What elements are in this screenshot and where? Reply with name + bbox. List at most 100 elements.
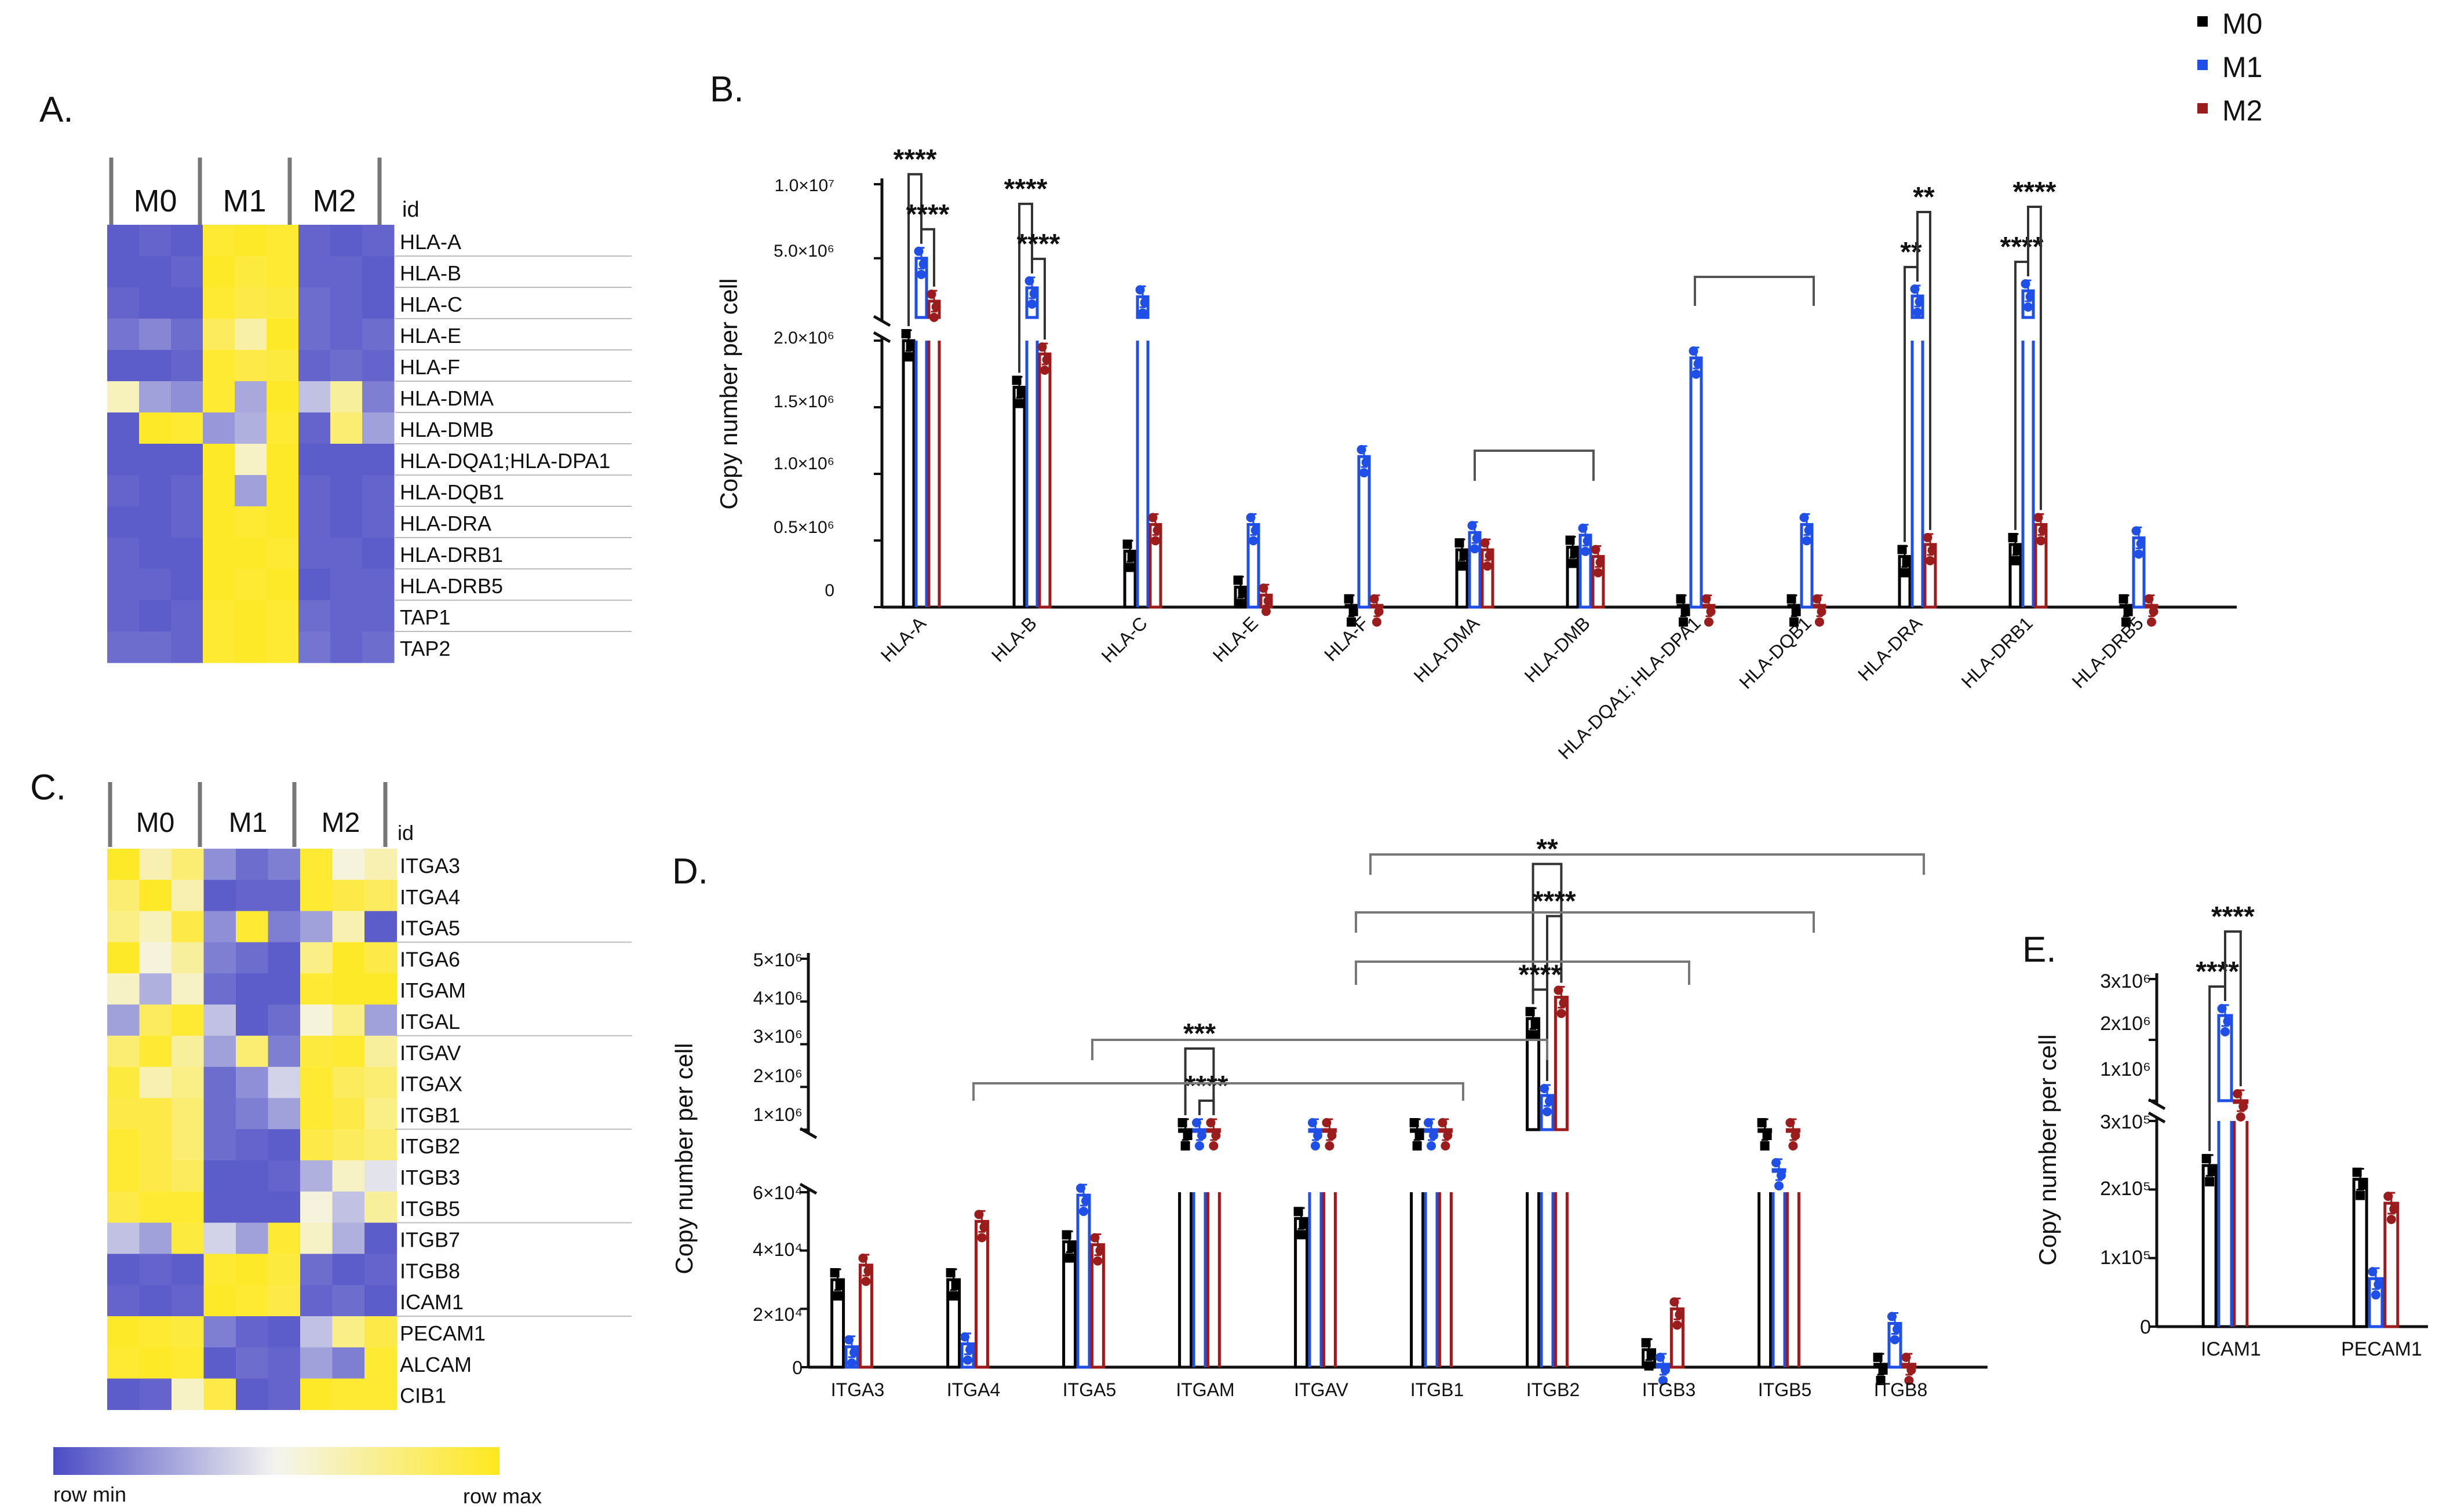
data-point — [1556, 1009, 1566, 1018]
bar — [2352, 1178, 2368, 1328]
x-tick-label: ITGB5 — [1758, 1379, 1811, 1400]
heatmap-cell — [171, 256, 203, 288]
heatmap-cell — [267, 256, 299, 288]
data-point — [2036, 536, 2045, 546]
heatmap-cell — [139, 350, 172, 382]
data-point — [1347, 617, 1357, 627]
data-point — [1027, 299, 1037, 309]
chart-d-y-tick: 2×10⁴ — [753, 1304, 803, 1325]
heatmap-cell — [171, 412, 203, 444]
data-point — [1789, 617, 1799, 627]
chart-d-y-tick: 0 — [792, 1357, 803, 1378]
heatmap-cell — [236, 1067, 268, 1098]
heatmap-cell — [330, 538, 363, 569]
bar — [902, 339, 916, 609]
data-point — [1359, 468, 1369, 478]
heatmap-cell — [203, 1098, 236, 1130]
heatmap-cell — [172, 1067, 204, 1098]
data-point — [1263, 596, 1273, 606]
heatmap-cell — [300, 1160, 333, 1192]
heatmap-cell — [203, 381, 235, 413]
heatmap-cell — [364, 1316, 397, 1348]
heatmap-cell — [364, 1378, 397, 1410]
heatmap-cell — [300, 1129, 333, 1161]
heatmap-cell — [364, 1285, 397, 1317]
heatmap-cell — [362, 475, 395, 507]
data-point — [1802, 536, 1811, 546]
axis-break-mark — [2147, 1111, 2166, 1124]
data-point — [847, 1358, 856, 1368]
heatmap-cell — [268, 1129, 301, 1161]
data-point — [1774, 1181, 1784, 1191]
heatmap-cell — [203, 444, 235, 476]
data-point — [1559, 998, 1569, 1008]
heatmap-cell — [139, 1222, 172, 1254]
heatmap-cell — [203, 538, 235, 569]
chart-e-y-tick: 1x10⁵ — [2100, 1247, 2151, 1269]
heatmap-cell — [236, 1347, 268, 1379]
data-point — [1438, 1118, 1447, 1127]
heatmap-cell — [139, 1160, 172, 1192]
data-point — [1693, 359, 1703, 368]
data-point — [2220, 1027, 2230, 1036]
heatmap-row-label: ALCAM — [400, 1353, 472, 1376]
chart-e-y-axis-label: Copy number per cell — [2034, 1034, 2061, 1265]
data-point — [1076, 1184, 1085, 1193]
data-point — [1656, 1352, 1665, 1362]
heatmap-cell — [172, 1160, 204, 1192]
data-point — [1062, 1230, 1071, 1240]
heatmap-cell — [364, 942, 397, 974]
heatmap-cell — [107, 506, 140, 538]
significance-bracket — [920, 228, 935, 287]
heatmap-cell — [268, 1254, 301, 1285]
heatmap-cell — [364, 879, 397, 912]
heatmap-cell — [235, 412, 267, 444]
heatmap-row-label: HLA-DQA1;HLA-DPA1 — [400, 449, 610, 473]
data-point — [974, 1210, 984, 1219]
heatmap-cell — [235, 538, 267, 569]
x-tick-label: HLA-DMB — [1521, 612, 1594, 686]
heatmap-cell — [172, 849, 204, 881]
bar — [1554, 1192, 1569, 1367]
data-point — [949, 1291, 958, 1301]
x-tick-label: ICAM1 — [2201, 1338, 2261, 1360]
heatmap-cell — [107, 1254, 140, 1285]
heatmap-cell — [332, 1035, 365, 1068]
data-point — [1150, 536, 1160, 546]
heatmap-cell — [171, 444, 203, 476]
significance-label: **** — [1004, 174, 1048, 204]
heatmap-cell — [267, 538, 299, 569]
data-point — [1372, 617, 1381, 627]
data-point — [1679, 617, 1689, 627]
bar — [1357, 455, 1371, 609]
data-point — [844, 1335, 854, 1345]
data-point — [1540, 1084, 1549, 1093]
heatmap-cell — [362, 381, 395, 413]
heatmap-cell — [268, 973, 301, 1005]
heatmap-cell — [330, 631, 363, 663]
heatmap-cell — [300, 1035, 333, 1068]
data-point — [1897, 545, 1907, 554]
data-point — [965, 1345, 975, 1354]
data-point — [2386, 1215, 2396, 1224]
heatmap-cell — [332, 1191, 365, 1224]
data-point — [1412, 1141, 1422, 1151]
heatmap-cell — [107, 1098, 140, 1130]
data-point — [914, 246, 924, 256]
data-point — [1293, 1207, 1303, 1217]
data-point — [1037, 342, 1047, 352]
significance-label: **** — [2000, 232, 2044, 262]
heatmap-cell — [139, 1347, 172, 1379]
heatmap-cell — [332, 879, 365, 912]
heatmap-cell — [107, 1378, 140, 1410]
data-point — [835, 1281, 845, 1290]
chart-e-y-tick: 3x10⁵ — [2100, 1111, 2151, 1133]
data-point — [2136, 539, 2146, 549]
data-point — [1374, 607, 1384, 616]
heatmap-cell — [364, 849, 397, 881]
heatmap-cell — [332, 1098, 365, 1130]
heatmap-cell — [171, 506, 203, 538]
heatmap-cell — [139, 1378, 172, 1410]
bar — [914, 341, 928, 607]
